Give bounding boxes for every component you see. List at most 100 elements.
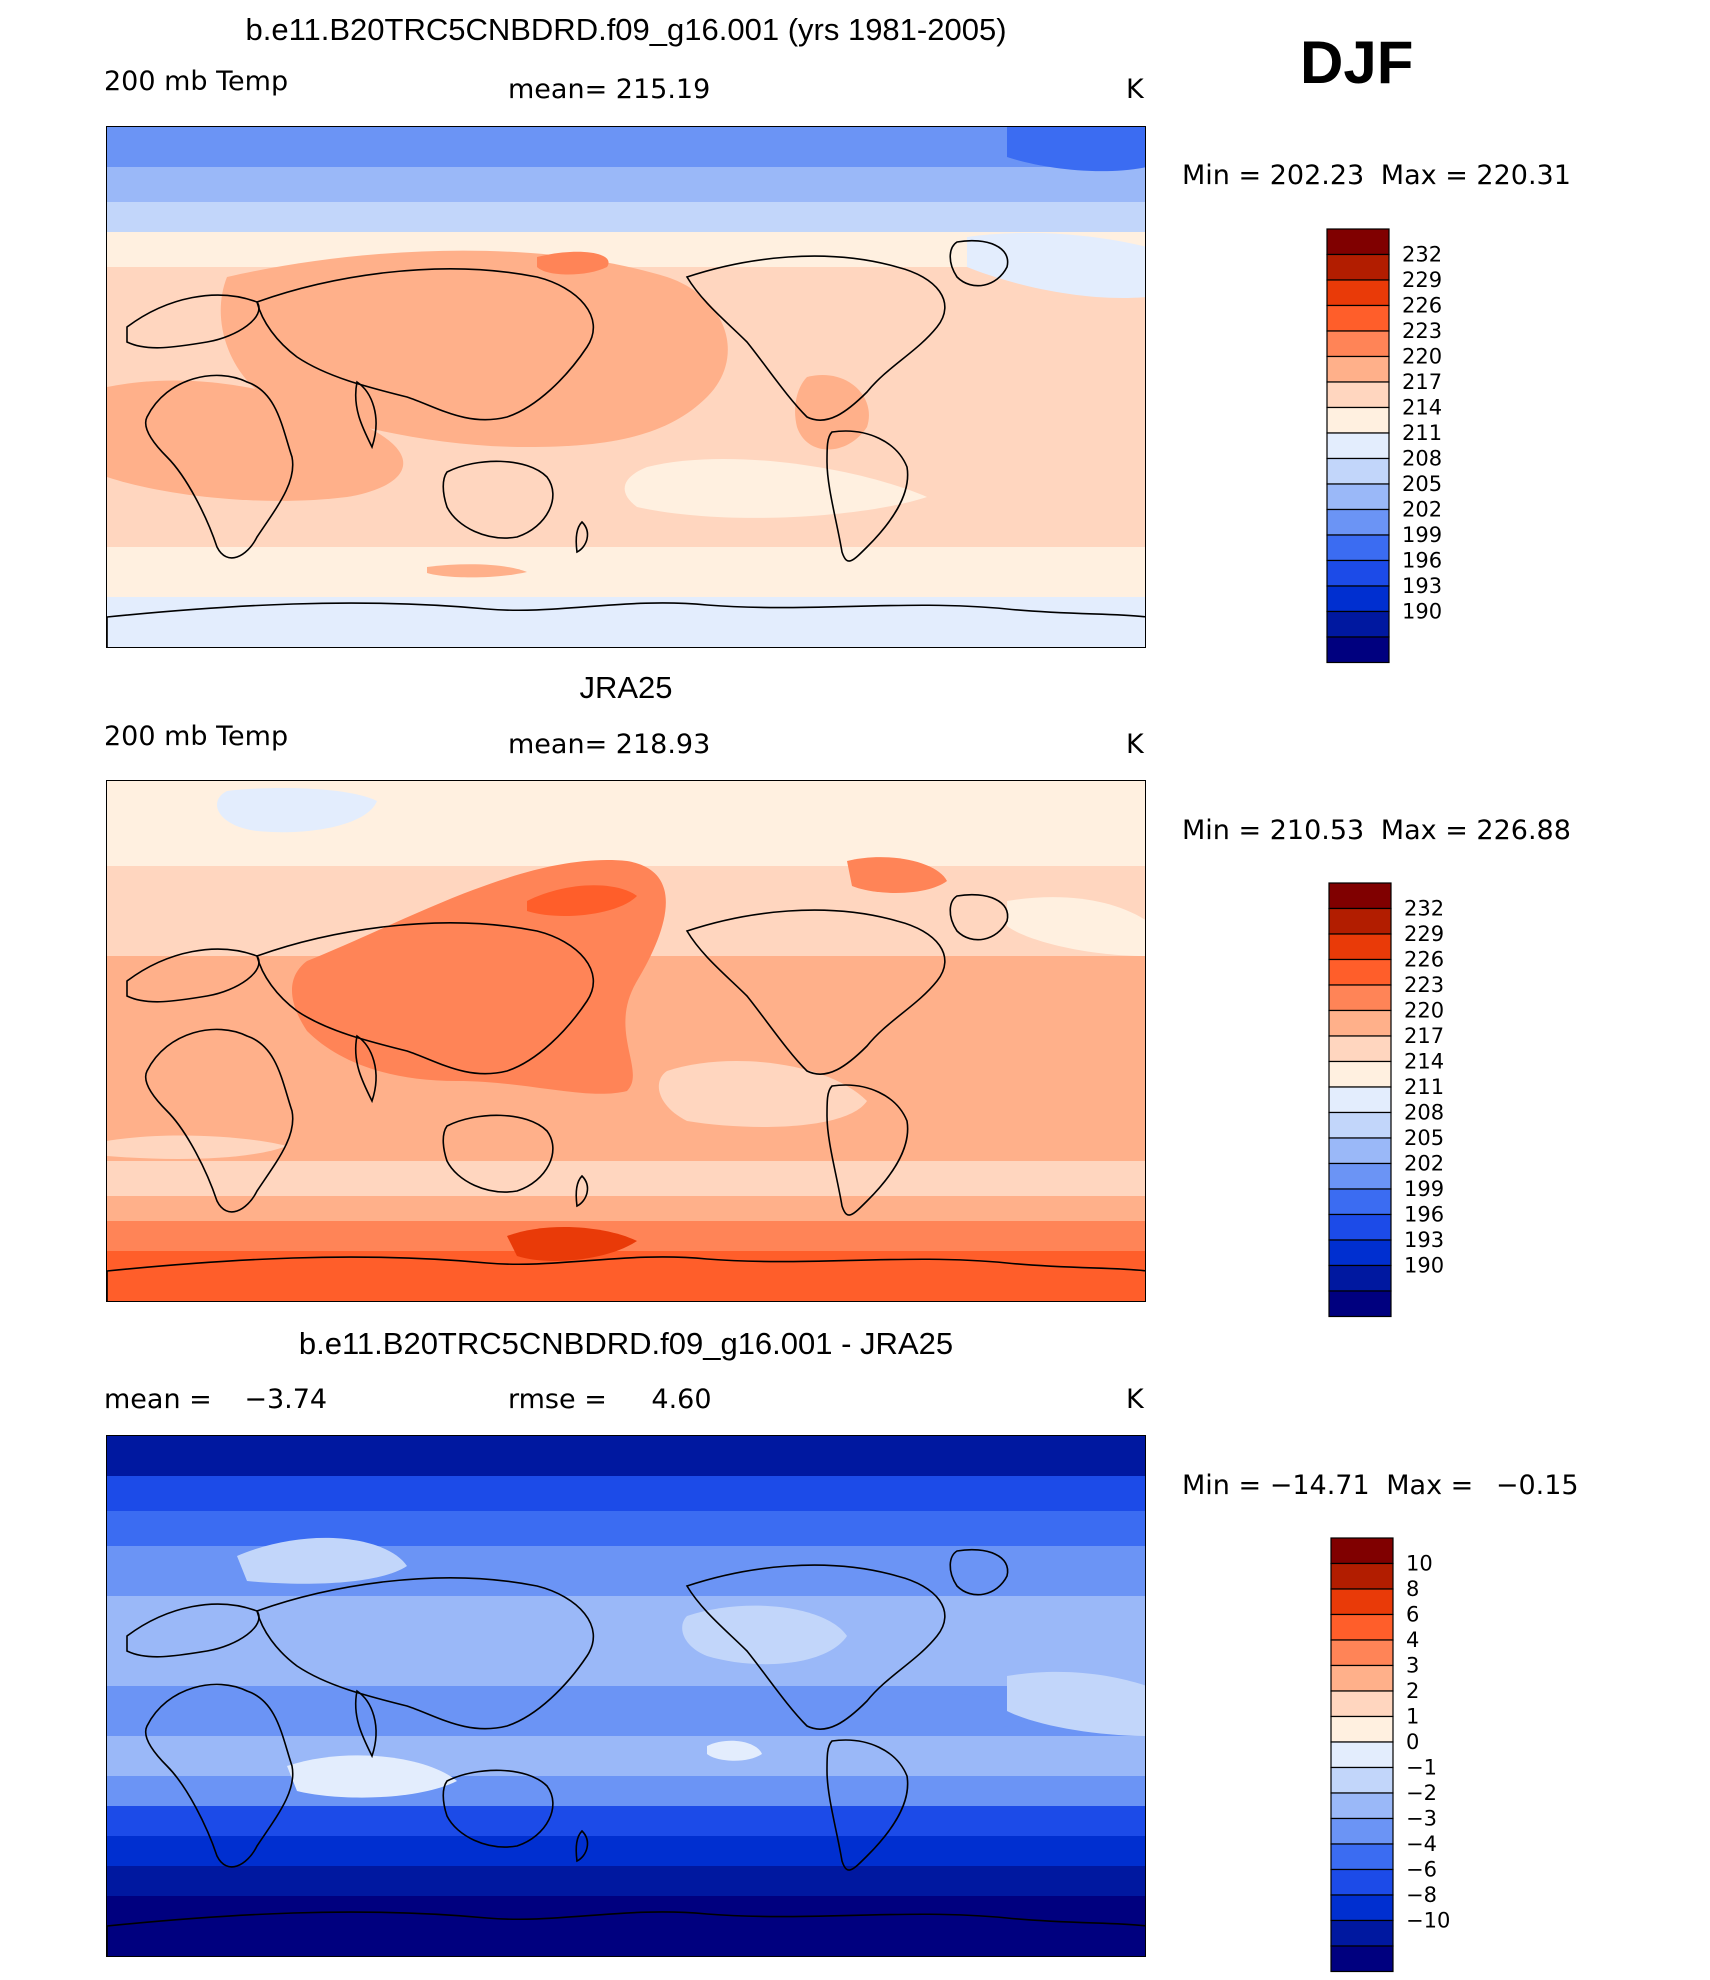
panel2-colorbar-box	[1328, 1111, 1392, 1139]
panel3-field-region	[1007, 1671, 1145, 1736]
panel1-colorbar-tick: 190	[1402, 600, 1442, 624]
panel3-field-band	[107, 1736, 1145, 1776]
panel3-field-band	[107, 1836, 1145, 1866]
panel3-colorbar-tick: 1	[1406, 1705, 1419, 1729]
panel1-colorbar-box	[1326, 304, 1390, 332]
panel3-coastline	[575, 1829, 589, 1863]
panel1-coastline	[354, 380, 377, 450]
panel2-colorbar-tick: 214	[1404, 1050, 1444, 1074]
panel3-colorbar-box	[1330, 1715, 1394, 1743]
panel3-coastline	[126, 1603, 260, 1658]
panel2-colorbar-tick: 217	[1404, 1024, 1444, 1048]
panel3-colorbar-box	[1330, 1741, 1394, 1769]
panel2-coastline	[575, 1174, 589, 1208]
panel1-field-band	[107, 167, 1145, 202]
panel1-colorbar-tick: 229	[1402, 268, 1442, 292]
panel2-coastline	[442, 1114, 554, 1193]
panel3-field-region	[867, 1692, 1037, 1733]
panel2-colorbar-box	[1328, 1035, 1392, 1063]
panel2-field-region	[107, 1135, 287, 1159]
panel3-colorbar-tick: −8	[1406, 1883, 1437, 1907]
panel1-colorbar: 232 229 226 223 220 217 214 211 208 205 202 199 196 1…	[1326, 228, 1486, 671]
panel1-minmax: Min = 202.23 Max = 220.31	[1182, 160, 1571, 191]
panel1-colorbar-box	[1326, 457, 1390, 485]
panel1-field-region	[537, 251, 609, 275]
panel1-field-region	[624, 458, 927, 518]
panel3-colorbar-tick: 3	[1406, 1654, 1419, 1678]
panel1-field-band	[107, 202, 1145, 232]
panel2-title: JRA25	[579, 670, 673, 705]
panel1-colorbar-tick: 202	[1402, 498, 1442, 522]
panel2-colorbar-tick: 223	[1404, 973, 1444, 997]
panel2-field-region	[1007, 897, 1145, 956]
panel1-coastline	[145, 374, 294, 559]
panel2-colorbar-tick: 208	[1404, 1101, 1444, 1125]
panel1-colorbar-tick: 196	[1402, 549, 1442, 573]
panel3-field-region	[237, 1537, 407, 1584]
panel3-colorbar-tick: 0	[1406, 1730, 1419, 1754]
panel1-coastline	[442, 460, 554, 539]
panel3-coastline	[685, 1564, 946, 1730]
panel1-coastline	[826, 430, 909, 562]
panel3-coastline	[354, 1689, 377, 1759]
panel2-colorbar-tick: 205	[1404, 1126, 1444, 1150]
panel2-min-value: 210.53	[1269, 815, 1365, 846]
panel1-map-svg	[107, 127, 1145, 647]
panel3-rmse-label: rmse = 4.60	[508, 1384, 712, 1415]
panel3-mean-value: −3.74	[244, 1384, 328, 1415]
panel3-min-value: −14.71	[1269, 1470, 1370, 1501]
panel3-colorbar-tick: −4	[1406, 1832, 1437, 1856]
panel2-colorbar-tick: 193	[1404, 1228, 1444, 1252]
panel1-colorbar-tick: 220	[1402, 345, 1442, 369]
panel2-field-region	[507, 1226, 637, 1261]
panel2-coastline	[107, 1256, 1145, 1301]
panel2-colorbar-box	[1328, 882, 1392, 910]
panel3-colorbar-tick: −2	[1406, 1781, 1437, 1805]
panel3-colorbar-tick: 2	[1406, 1679, 1419, 1703]
panel3-rmse-value: 4.60	[651, 1384, 712, 1415]
panel2-coastline	[145, 1028, 294, 1213]
panel3-colorbar-tick: −1	[1406, 1756, 1437, 1780]
panel2-map	[106, 780, 1146, 1302]
panel3-field-band	[107, 1896, 1145, 1956]
panel2-field-band	[107, 1251, 1145, 1301]
season-label: DJF	[1300, 29, 1414, 96]
panel1-colorbar-tick: 217	[1402, 370, 1442, 394]
panel1-colorbar-box	[1326, 279, 1390, 307]
panel3-colorbar-tick: 4	[1406, 1628, 1419, 1652]
panel2-field-band	[107, 1196, 1145, 1221]
panel1-colorbar-box	[1326, 483, 1390, 511]
panel1-variable-label: 200 mb Temp	[104, 66, 289, 97]
panel2-minmax: Min = 210.53 Max = 226.88	[1182, 815, 1571, 846]
panel2-field-region	[847, 857, 947, 893]
panel2-field-region	[527, 885, 637, 916]
panel3-colorbar-box	[1330, 1843, 1394, 1871]
panel2-colorbar-box	[1328, 1239, 1392, 1267]
panel2-colorbar-box	[1328, 907, 1392, 935]
panel1-field-region	[427, 564, 527, 578]
panel2-colorbar-box	[1328, 1009, 1392, 1037]
panel1-coastline	[949, 240, 1009, 287]
panel3-colorbar-tick: 6	[1406, 1603, 1419, 1627]
panel3-field-band	[107, 1806, 1145, 1836]
panel2-colorbar-box	[1328, 1188, 1392, 1216]
panel1-min-value: 202.23	[1269, 160, 1365, 191]
panel1-colorbar-box	[1326, 355, 1390, 383]
panel1-colorbar-box	[1326, 610, 1390, 638]
panel1-colorbar-tick: 232	[1402, 243, 1442, 267]
panel2-colorbar-tick: 226	[1404, 948, 1444, 972]
panel1-units: K	[1126, 74, 1144, 105]
panel1-field-region	[1007, 127, 1145, 172]
panel3-colorbar-tick: 10	[1406, 1552, 1433, 1576]
panel3-units: K	[1126, 1384, 1144, 1415]
panel2-field-band	[107, 1161, 1145, 1196]
panel1-field-band	[107, 597, 1145, 647]
panel2-coastline	[354, 1034, 377, 1104]
panel1-max-value: 220.31	[1476, 160, 1571, 191]
panel1-map	[106, 126, 1146, 648]
panel1-colorbar-box	[1326, 330, 1390, 358]
panel3-coastline	[145, 1683, 294, 1868]
panel1-colorbar-box	[1326, 228, 1390, 256]
panel3-coastline	[442, 1769, 554, 1848]
